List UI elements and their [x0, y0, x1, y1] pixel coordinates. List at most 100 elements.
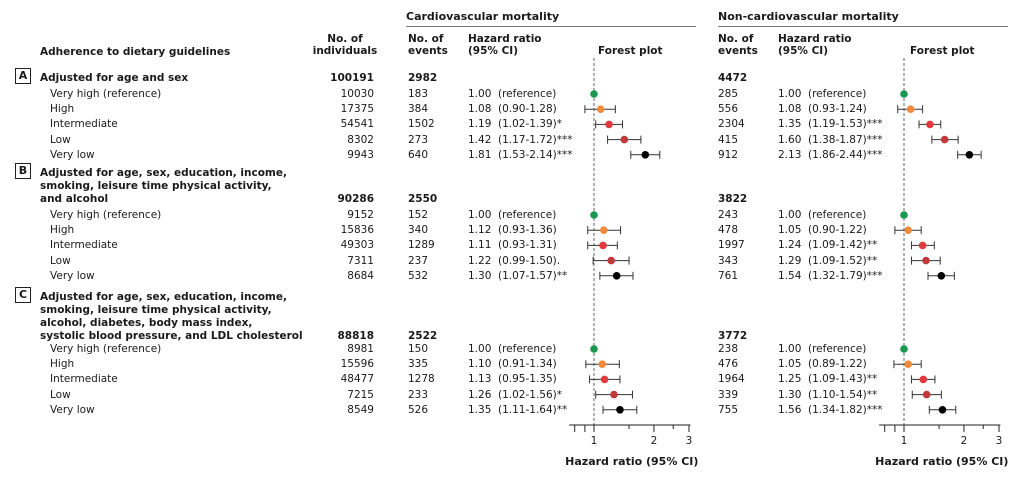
row-n-individuals: 8684 [347, 269, 374, 282]
row-label: Very high (reference) [50, 343, 162, 355]
row-ncv-events: 1997 [718, 239, 745, 252]
hr-point [599, 226, 608, 234]
row-n-individuals: 7215 [347, 388, 374, 401]
model-ncv-events: 4472 [718, 72, 748, 84]
hr-point [965, 151, 974, 159]
cv-forest-header: Forest plot [598, 45, 663, 57]
row-label: Very low [50, 403, 95, 416]
row-ncv-hr: 1.08 [778, 103, 802, 116]
row-cv-events: 233 [408, 388, 429, 401]
row-ncv-hr: 1.05 [778, 224, 802, 237]
row-ncv-events: 1964 [718, 373, 745, 386]
row-cv-events: 152 [408, 209, 429, 221]
hr-point [607, 256, 615, 265]
hr-point [600, 375, 609, 384]
x-tick-label: 3 [686, 435, 693, 447]
model-cv-events: 2550 [408, 193, 438, 205]
ncv-forest-header: Forest plot [910, 45, 975, 57]
hr-point [590, 90, 598, 98]
row-ncv-events: 415 [718, 133, 739, 146]
ncv-hr-header-2: (95% CI) [778, 45, 828, 57]
row-ncv-ci: (0.90-1.22) [808, 224, 867, 237]
row-cv-hr: 1.13 [468, 373, 492, 386]
hr-point [900, 345, 908, 353]
row-cv-events: 237 [408, 254, 429, 267]
row-cv-hr: 1.35 [468, 403, 492, 416]
row-ncv-hr: 1.00 [778, 343, 802, 355]
n-individuals-header-2: individuals [312, 45, 378, 57]
row-ncv-hr: 2.13 [778, 148, 802, 161]
ncv-events-header-1: No. of [718, 33, 754, 45]
row-ncv-events: 761 [718, 269, 739, 282]
row-ncv-events: 912 [718, 148, 739, 161]
row-ncv-ci: (reference) [808, 209, 867, 221]
row-ncv-ci: (reference) [808, 343, 867, 355]
x-tick-label: 2 [651, 435, 658, 447]
model-title-line: smoking, leisure time physical activity, [40, 304, 272, 316]
hr-point [590, 211, 598, 219]
hr-point [610, 390, 618, 399]
row-ncv-events: 243 [718, 209, 739, 221]
row-label: Low [50, 388, 71, 401]
row-cv-events: 1278 [408, 373, 435, 386]
row-n-individuals: 49303 [340, 239, 374, 252]
row-cv-ci: (reference) [498, 343, 557, 355]
row-label: Low [50, 254, 71, 267]
hr-point [616, 406, 624, 414]
row-ncv-ci: (1.09-1.52)** [808, 254, 878, 267]
row-ncv-events: 755 [718, 403, 739, 416]
model-title-line: and alcohol [40, 193, 109, 205]
row-ncv-hr: 1.30 [778, 388, 802, 401]
row-cv-hr: 1.08 [468, 103, 492, 116]
row-cv-hr: 1.22 [468, 254, 492, 267]
noncardio-group-rule [718, 26, 1008, 27]
row-cv-events: 1502 [408, 118, 435, 131]
row-cv-hr: 1.26 [468, 388, 492, 401]
row-ncv-ci: (1.32-1.79)*** [808, 269, 883, 282]
model-title-line: Adjusted for age, sex, education, income… [40, 291, 287, 303]
row-ncv-ci: (1.09-1.43)** [808, 373, 878, 386]
row-ncv-hr: 1.05 [778, 358, 802, 371]
hr-point [904, 360, 913, 369]
row-ncv-hr: 1.29 [778, 254, 802, 267]
row-ncv-events: 478 [718, 224, 739, 237]
cardio-group-title: Cardiovascular mortality [406, 10, 560, 23]
x-tick-label: 3 [996, 435, 1003, 447]
row-label: Intermediate [50, 373, 118, 386]
row-ncv-hr: 1.24 [778, 239, 802, 252]
hr-point [918, 241, 927, 250]
row-n-individuals: 15836 [340, 224, 374, 237]
row-ncv-ci: (0.89-1.22) [808, 358, 867, 371]
row-cv-events: 273 [408, 133, 429, 146]
row-cv-ci: (1.53-2.14)*** [498, 148, 573, 161]
row-label: High [50, 103, 75, 116]
row-ncv-events: 2304 [718, 118, 745, 131]
model-badge: A [15, 68, 31, 84]
row-ncv-hr: 1.00 [778, 88, 802, 100]
model-title-line: alcohol, diabetes, body mass index, [40, 317, 253, 329]
model-ncv-events: 3822 [718, 193, 748, 205]
row-ncv-events: 343 [718, 254, 739, 267]
x-axis-label: Hazard ratio (95% CI) [875, 455, 1008, 468]
x-tick-label: 1 [591, 435, 598, 447]
model-n-individuals: 88818 [337, 330, 374, 342]
cv-hr-header-2: (95% CI) [468, 45, 518, 57]
row-cv-events: 526 [408, 403, 429, 416]
row-cv-ci: (1.02-1.39)* [498, 118, 562, 131]
row-ncv-ci: (1.86-2.44)*** [808, 148, 883, 161]
row-n-individuals: 9943 [347, 148, 374, 161]
row-ncv-events: 476 [718, 358, 739, 371]
row-cv-events: 532 [408, 269, 429, 282]
hr-point [919, 375, 928, 384]
hr-point [900, 211, 908, 219]
row-cv-events: 340 [408, 224, 429, 237]
row-cv-ci: (0.95-1.35) [498, 373, 557, 386]
row-ncv-ci: (reference) [808, 88, 867, 100]
row-cv-ci: (0.93-1.36) [498, 224, 557, 237]
model-badge: C [15, 287, 31, 303]
ncv-hr-header-1: Hazard ratio [778, 33, 852, 45]
row-n-individuals: 10030 [340, 88, 374, 100]
row-ncv-ci: (1.10-1.54)** [808, 388, 878, 401]
row-ncv-hr: 1.60 [778, 133, 802, 146]
